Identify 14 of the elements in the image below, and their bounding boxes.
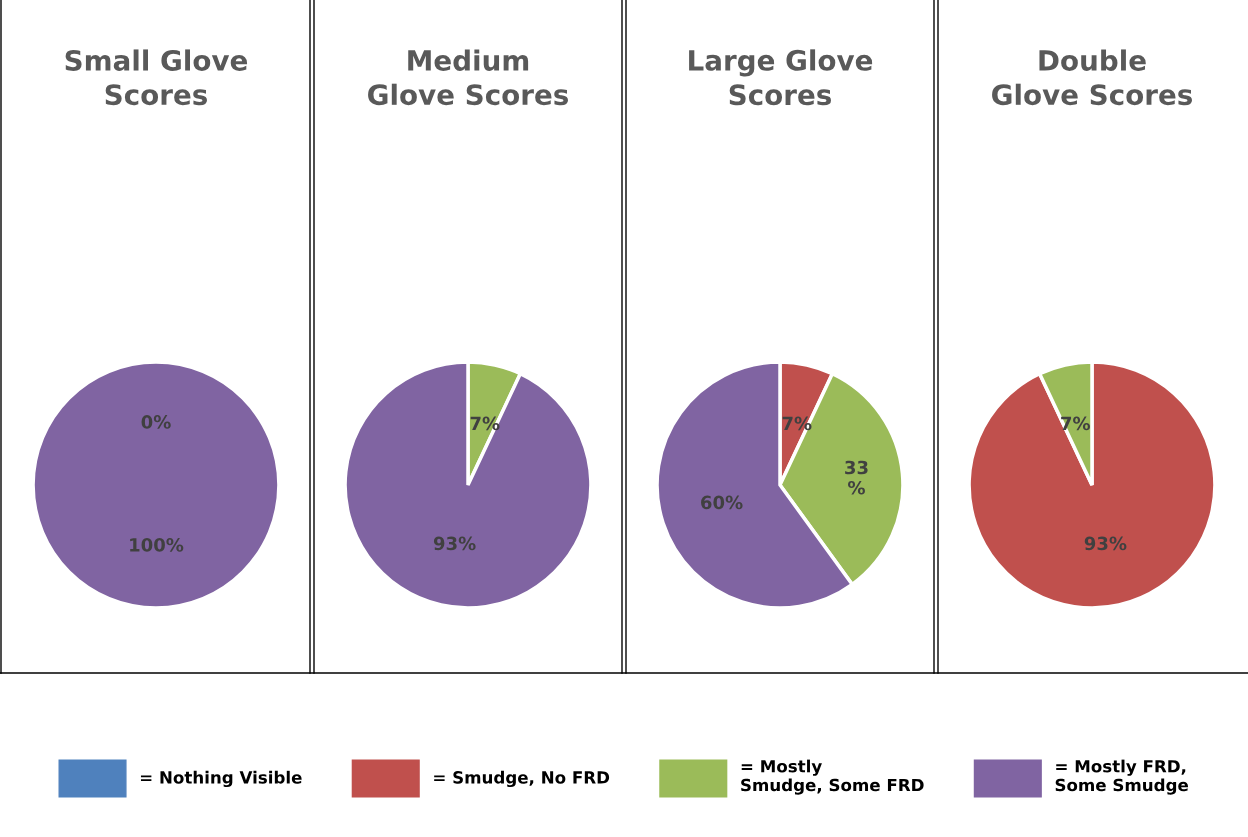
data-label: 60% xyxy=(701,495,743,510)
text: 0% xyxy=(141,415,171,429)
legend-label: = Mostly Smudge, Some FRD xyxy=(741,759,924,795)
data-label: 93% xyxy=(1084,536,1127,551)
chart-title: Medium Glove Scores xyxy=(368,49,569,106)
data-label: 93% xyxy=(433,536,476,551)
data-label: 100% xyxy=(130,538,184,552)
legend-label: = Mostly FRD, Some Smudge xyxy=(1055,759,1188,795)
data-label: 33 % xyxy=(845,460,868,495)
chart-title: Small Glove Scores xyxy=(65,49,248,106)
legend-label: = Smudge, No FRD xyxy=(434,770,610,788)
chart-title: Double Glove Scores xyxy=(992,49,1193,106)
legend-label: = Nothing Visible xyxy=(140,770,302,788)
chart-title: Large Glove Scores xyxy=(689,49,873,106)
